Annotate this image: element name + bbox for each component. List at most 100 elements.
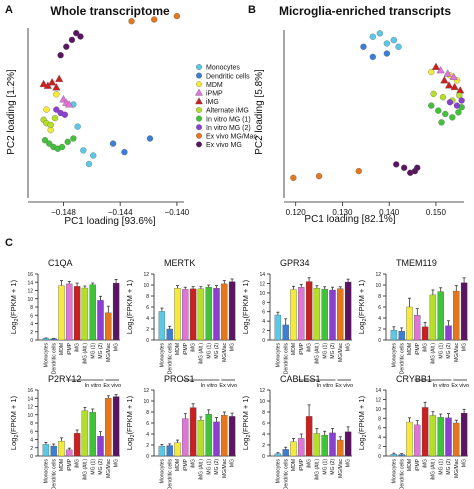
bar-category-label: iPMP <box>415 342 421 355</box>
bar-category-label: MG/Mac <box>106 459 112 478</box>
bar-category-label: iMG <box>75 459 81 468</box>
bar-category-label: Monocytes <box>276 343 282 368</box>
bar-cables1-1 <box>282 449 289 457</box>
bar-pros1-0 <box>158 445 166 457</box>
panel-a-x-tick-label: −0.148 <box>51 208 76 217</box>
bar-chart-y-tick-label: 6 <box>30 429 33 435</box>
bar-chart-y-tick-label: 12 <box>375 272 381 278</box>
panel-b-x-tick-label: 0.130 <box>332 208 353 217</box>
bar-category-label: MG/Mac <box>338 343 344 362</box>
bar-category-label: iPMP <box>183 342 189 355</box>
bar-chart-y-tick-label: 2 <box>30 446 33 452</box>
bar-category-label: Monocytes <box>392 343 398 368</box>
bar-chart-cables1: CABLES1 Log2(FPKM + 1) 0 2 4 6 8 10 12 Monocytes D… <box>241 374 352 489</box>
bar-p2ry12-5 <box>81 410 89 457</box>
panel-a-point-dendritic <box>109 140 117 147</box>
bar-category-label: MG <box>230 343 236 351</box>
bar-crybb1-0 <box>390 453 398 457</box>
bar-category-label: Monocytes <box>160 459 166 484</box>
bar-category-label: Monocytes <box>160 343 166 368</box>
legend-entry-label: Monocytes <box>206 65 240 72</box>
bar-chart-y-tick-label: 14 <box>27 396 33 402</box>
panel-b-point-invitro1 <box>442 110 449 118</box>
bar-p2ry12-0 <box>42 444 50 457</box>
bar-category-label: MG (2) <box>330 343 336 359</box>
bar-category-label: MG <box>114 459 120 467</box>
panel-a-scatter: Whole transcriptome PC1 loading [93.6%] … <box>6 4 190 227</box>
panel-a-point-exvivo_mac <box>173 12 181 20</box>
bar-chart-y-tick-label: 12 <box>143 388 149 394</box>
bar-cables1-4 <box>305 416 313 457</box>
bar-chart-y-tick-label: 2 <box>378 445 381 451</box>
panel-a-point-dendritic <box>121 148 128 156</box>
panel-a-point-invitro1 <box>46 140 53 147</box>
bar-mertk-8 <box>221 283 228 341</box>
bar-category-label: iMG (Alt.) <box>83 459 89 480</box>
bar-chart-y-tick-label: 12 <box>27 405 33 411</box>
bar-category-label: Monocytes <box>276 459 282 484</box>
bar-chart-y-tick-label: 0 <box>378 338 381 344</box>
bar-chart-ylabel: Log2(FPKM + 1) <box>241 279 252 334</box>
bar-pros1-7 <box>213 421 220 457</box>
bar-tmem119-7 <box>445 325 452 341</box>
panel-a-point-invitro1 <box>70 135 77 142</box>
bar-chart-ylabel: Log2(FPKM + 1) <box>357 395 368 450</box>
bar-tmem119-1 <box>398 331 405 341</box>
panel-b-point-img <box>444 81 454 89</box>
bar-chart-y-tick-label: 2 <box>30 330 33 336</box>
bar-category-label: Dendritic cells <box>167 459 173 489</box>
bar-mertk-6 <box>205 287 212 341</box>
bar-crybb1-9 <box>460 412 468 457</box>
bar-crybb1-4 <box>421 407 429 457</box>
bar-gpr34-3 <box>298 287 305 341</box>
bar-chart-y-tick-label: 10 <box>375 407 381 413</box>
bar-chart-ylabel: Log2(FPKM + 1) <box>125 279 136 334</box>
panel-b-point-exvivo_mac <box>290 174 297 181</box>
bar-chart-title: GPR34 <box>280 258 310 268</box>
bar-category-label: iPMP <box>299 342 305 355</box>
panel-b-point-invitro2 <box>458 97 465 104</box>
bar-category-label: MG (1) <box>438 343 444 359</box>
bar-category-label: MG (1) <box>90 343 96 359</box>
panel-a-point-invitro2 <box>53 106 60 113</box>
bar-mertk-7 <box>213 288 220 341</box>
panel-a-point-img <box>48 78 57 86</box>
panel-b-point-img <box>440 76 449 84</box>
bar-chart-title: MERTK <box>164 258 195 268</box>
bar-p2ry12-4 <box>73 433 81 457</box>
bar-mertk-9 <box>228 281 236 341</box>
bar-category-label: Dendritic cells <box>51 459 57 489</box>
bar-chart-y-tick-label: 14 <box>259 272 265 278</box>
legend-marker-0 <box>196 64 202 70</box>
bar-chart-title: TMEM119 <box>396 258 437 268</box>
panel-b-point-monocytes <box>390 36 398 44</box>
legend-marker-4 <box>195 97 203 105</box>
legend-entry-label: Ex vivo MG <box>206 142 242 149</box>
panel-a-point-monocytes <box>80 147 87 154</box>
bar-category-label: MG/Mac <box>106 343 112 362</box>
panel-a-point-monocytes <box>74 123 81 130</box>
bar-category-label: Monocytes <box>44 459 50 484</box>
bar-tmem119-3 <box>414 315 421 341</box>
bar-category-label: iMG <box>307 459 313 468</box>
panel-b-point-exvivo_mac <box>355 167 362 175</box>
bar-chart-y-tick-label: 10 <box>259 399 265 405</box>
bar-crybb1-3 <box>414 424 421 457</box>
bar-category-label: iMG (Alt.) <box>83 343 89 364</box>
bar-category-label: MG/Mac <box>454 459 460 478</box>
bar-pros1-4 <box>189 407 197 457</box>
panel-a-point-alternate <box>47 121 54 129</box>
bar-chart-y-tick-label: 14 <box>375 388 381 394</box>
bar-chart-y-tick-label: 4 <box>30 438 33 444</box>
panel-a-point-dendritic <box>146 135 154 142</box>
legend-entry-label: In vitro MG (2) <box>206 125 251 132</box>
bar-pros1-5 <box>197 420 205 457</box>
bar-category-label: iMG (Alt.) <box>199 459 205 480</box>
bar-c1qa-8 <box>105 312 112 341</box>
panel-a-point-invitro1 <box>64 138 71 146</box>
bar-category-label: Dendritic cells <box>283 459 289 489</box>
bar-category-label: MG/Mac <box>338 459 344 478</box>
bar-chart-y-tick-label: 0 <box>146 454 149 460</box>
bar-category-label: Monocytes <box>44 343 50 368</box>
